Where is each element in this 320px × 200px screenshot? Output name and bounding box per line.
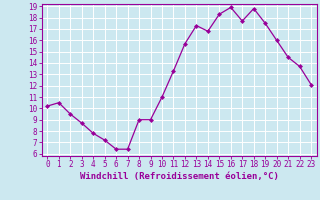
X-axis label: Windchill (Refroidissement éolien,°C): Windchill (Refroidissement éolien,°C) xyxy=(80,172,279,181)
